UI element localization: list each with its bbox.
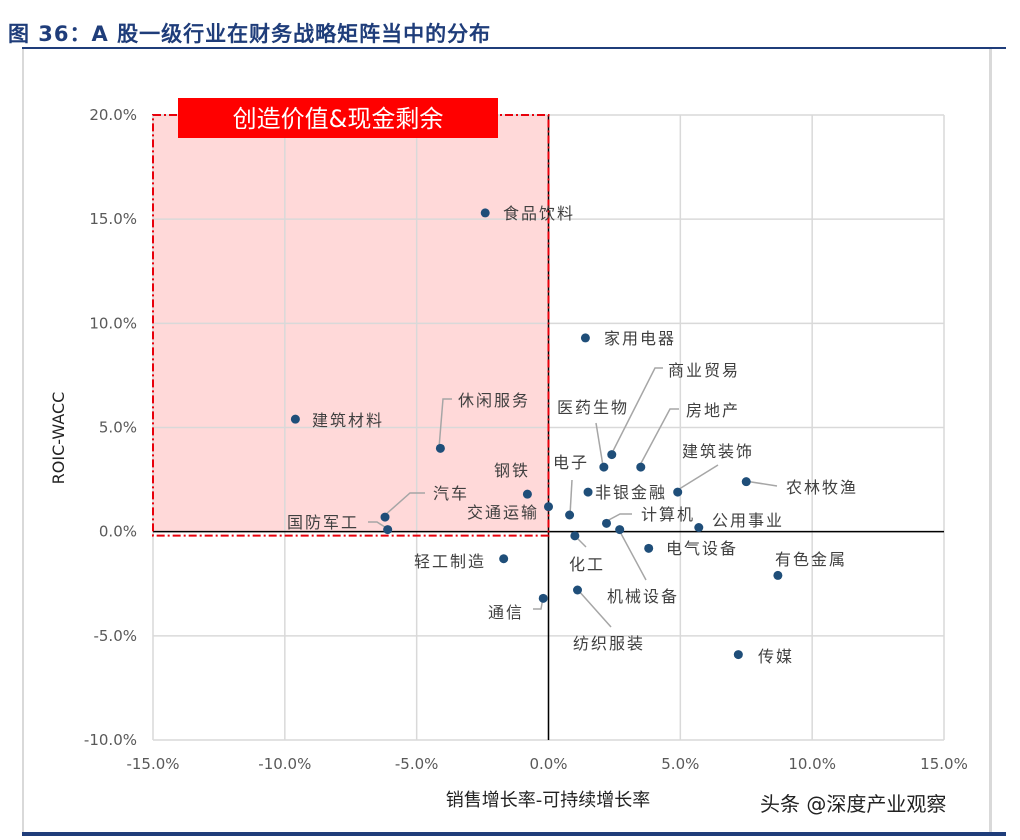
point-label: 化工 [569, 555, 605, 574]
point-label: 商业贸易 [668, 361, 740, 380]
point-label: 轻工制造 [414, 552, 486, 571]
leader-line [638, 408, 679, 468]
data-point [599, 462, 609, 472]
title-rule [22, 47, 1006, 49]
data-point [615, 525, 625, 535]
data-point [644, 543, 654, 553]
leader-line [569, 479, 573, 516]
y-tick-label: -10.0% [84, 731, 137, 749]
x-tick-label: -15.0% [126, 755, 179, 773]
y-tick-label: 15.0% [89, 210, 137, 228]
point-label: 汽车 [433, 484, 469, 503]
point-label: 公用事业 [712, 511, 784, 530]
leader-line [577, 589, 612, 628]
bottom-rule [22, 832, 1006, 836]
data-point [290, 414, 300, 424]
data-point [383, 525, 393, 535]
data-point [580, 333, 590, 343]
leader-line [610, 367, 663, 456]
y-tick-label: 5.0% [99, 419, 137, 437]
leader-line [604, 513, 632, 523]
point-label: 农林牧渔 [786, 478, 858, 497]
banner-label: 创造价值&现金剩余 [233, 105, 444, 133]
x-axis-label: 销售增长率-可持续增长率 [446, 790, 651, 811]
x-tick-label: 15.0% [920, 755, 968, 773]
x-tick-label: -10.0% [258, 755, 311, 773]
x-tick-label: 10.0% [788, 755, 836, 773]
point-label: 机械设备 [607, 587, 679, 606]
point-label: 纺织服装 [573, 634, 645, 653]
data-point [673, 487, 683, 497]
point-label: 通信 [488, 603, 524, 622]
data-point [741, 477, 751, 487]
data-point [636, 462, 646, 472]
data-point [435, 443, 445, 453]
leader-line [617, 527, 647, 581]
point-label: 交通运输 [467, 503, 539, 522]
leader-line [438, 398, 452, 449]
data-point [499, 554, 509, 564]
y-tick-label: 0.0% [99, 523, 137, 541]
data-point [602, 518, 612, 528]
point-label: 房地产 [686, 401, 740, 420]
data-point [480, 208, 490, 218]
data-point [733, 650, 743, 660]
point-label: 国防军工 [287, 513, 359, 532]
point-label: 家用电器 [604, 329, 676, 348]
data-point [570, 531, 580, 541]
y-tick-label: 10.0% [89, 314, 137, 332]
point-label: 钢铁 [494, 461, 530, 480]
point-label: 非银金融 [595, 483, 667, 502]
point-label: 医药生物 [557, 398, 629, 417]
x-tick-label: 0.0% [529, 755, 567, 773]
y-tick-label: 20.0% [89, 106, 137, 124]
point-label: 电子 [553, 453, 589, 472]
data-point [573, 585, 583, 595]
leader-line [675, 464, 719, 492]
leader-line [383, 492, 425, 517]
point-label: 有色金属 [775, 550, 847, 569]
data-point [607, 450, 617, 460]
data-points [290, 208, 783, 660]
point-label: 食品饮料 [503, 204, 575, 223]
watermark: 头条 @深度产业观察 [760, 792, 947, 816]
point-label: 建筑装饰 [682, 442, 754, 461]
data-point [583, 487, 593, 497]
x-tick-label: 5.0% [661, 755, 699, 773]
y-tick-label: -5.0% [93, 627, 137, 645]
data-point [773, 570, 783, 580]
tick-labels: -15.0% -10.0% -5.0% 0.0% 5.0% 10.0% 15.0% -10.0… [84, 106, 968, 773]
point-label: 电气设备 [666, 539, 738, 558]
leader-line [595, 422, 604, 467]
data-point [565, 510, 575, 520]
point-label: 传媒 [758, 647, 794, 666]
leader-lines [368, 367, 778, 628]
chart-frame [22, 49, 992, 832]
x-tick-label: -5.0% [395, 755, 439, 773]
data-point [522, 489, 532, 499]
y-axis-label: ROIC-WACC [49, 392, 68, 485]
figure-title: 图 36：A 股一级行业在财务战略矩阵当中的分布 [8, 22, 492, 46]
data-point [538, 593, 548, 603]
data-point [694, 523, 704, 532]
data-point [544, 502, 553, 512]
banner-box [178, 98, 498, 138]
point-label: 计算机 [641, 505, 695, 524]
point-label: 建筑材料 [312, 411, 384, 430]
point-label: 休闲服务 [458, 391, 530, 410]
data-point [380, 512, 390, 522]
quadrant-banner: 创造价值&现金剩余 [178, 98, 498, 138]
